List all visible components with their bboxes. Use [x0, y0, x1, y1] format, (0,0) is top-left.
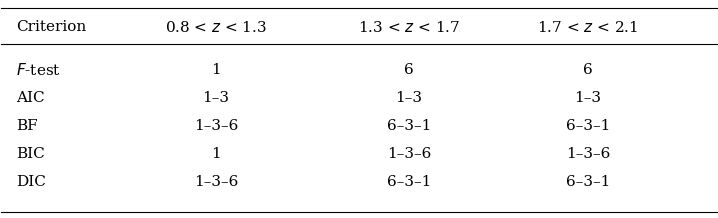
Text: 1–3: 1–3: [574, 91, 602, 105]
Text: $F$-test: $F$-test: [16, 62, 60, 78]
Text: 1.7 < $z$ < 2.1: 1.7 < $z$ < 2.1: [537, 20, 638, 35]
Text: Criterion: Criterion: [16, 20, 86, 34]
Text: 1–3–6: 1–3–6: [566, 147, 610, 161]
Text: 1–3–6: 1–3–6: [387, 147, 432, 161]
Text: 1–3–6: 1–3–6: [194, 119, 238, 133]
Text: 6–3–1: 6–3–1: [387, 175, 432, 189]
Text: BF: BF: [16, 119, 37, 133]
Text: 6–3–1: 6–3–1: [566, 119, 610, 133]
Text: 6–3–1: 6–3–1: [566, 175, 610, 189]
Text: 6: 6: [404, 63, 414, 77]
Text: 1: 1: [211, 147, 221, 161]
Text: 1.3 < $z$ < 1.7: 1.3 < $z$ < 1.7: [358, 20, 460, 35]
Text: BIC: BIC: [16, 147, 45, 161]
Text: 6–3–1: 6–3–1: [387, 119, 432, 133]
Text: 1–3: 1–3: [396, 91, 423, 105]
Text: 0.8 < $z$ < 1.3: 0.8 < $z$ < 1.3: [165, 20, 267, 35]
Text: 1–3: 1–3: [202, 91, 230, 105]
Text: 1–3–6: 1–3–6: [194, 175, 238, 189]
Text: AIC: AIC: [16, 91, 45, 105]
Text: 6: 6: [583, 63, 593, 77]
Text: 1: 1: [211, 63, 221, 77]
Text: DIC: DIC: [16, 175, 45, 189]
